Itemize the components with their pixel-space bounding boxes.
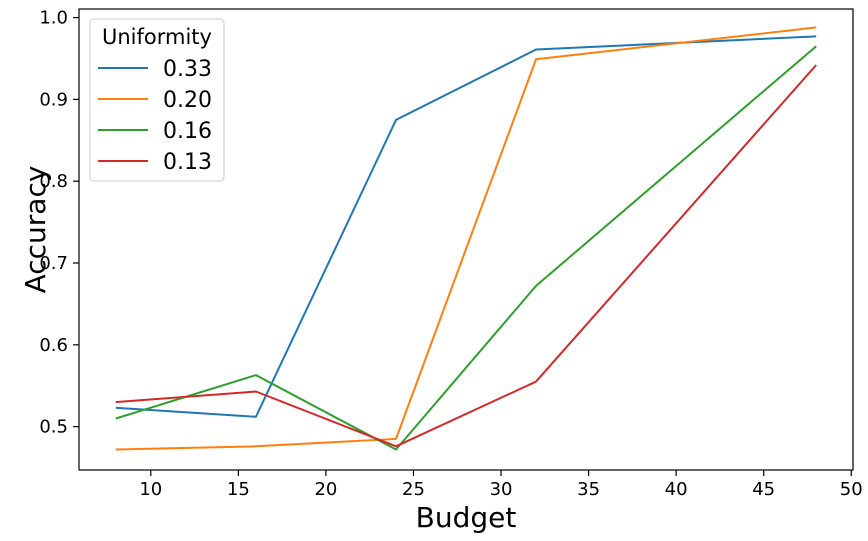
- x-tick-label: 35: [577, 479, 600, 500]
- legend-label: 0.13: [163, 150, 212, 175]
- legend-label: 0.33: [163, 57, 212, 82]
- series-line-0.16: [115, 45, 817, 451]
- x-axis-ticks: 10 15 20 25 30 35 40 45 50: [139, 470, 863, 500]
- series-line-0.13: [115, 64, 817, 448]
- legend-items: 0.33 0.20 0.16 0.13: [98, 57, 212, 175]
- series-line-0.33: [115, 35, 817, 418]
- legend-label: 0.16: [163, 119, 212, 144]
- x-tick-label: 40: [665, 479, 688, 500]
- x-tick-label: 25: [402, 479, 425, 500]
- x-tick-label: 15: [227, 479, 250, 500]
- x-tick-label: 50: [840, 479, 863, 500]
- plot-lines: [115, 26, 817, 451]
- y-axis-label: Accuracy: [19, 166, 52, 294]
- y-tick-label: 0.8: [39, 171, 68, 192]
- y-tick-label: 0.6: [39, 335, 68, 356]
- legend-title: Uniformity: [102, 25, 212, 49]
- y-axis-ticks: 0.5 0.6 0.7 0.8 0.9 1.0: [39, 8, 79, 438]
- x-axis-label: Budget: [416, 501, 517, 534]
- y-tick-label: 0.9: [39, 89, 68, 110]
- legend-label: 0.20: [163, 88, 212, 113]
- plot-frame: [78, 8, 854, 471]
- y-tick-label: 0.5: [39, 417, 68, 438]
- series-line-0.20: [115, 26, 817, 451]
- y-tick-label: 0.7: [39, 253, 68, 274]
- legend-box: [89, 18, 225, 182]
- legend: Uniformity 0.33 0.20 0.16 0.13: [89, 18, 225, 182]
- x-tick-label: 45: [752, 479, 775, 500]
- x-tick-label: 10: [139, 479, 162, 500]
- x-tick-label: 20: [314, 479, 337, 500]
- x-tick-label: 30: [490, 479, 513, 500]
- y-tick-label: 1.0: [39, 8, 68, 29]
